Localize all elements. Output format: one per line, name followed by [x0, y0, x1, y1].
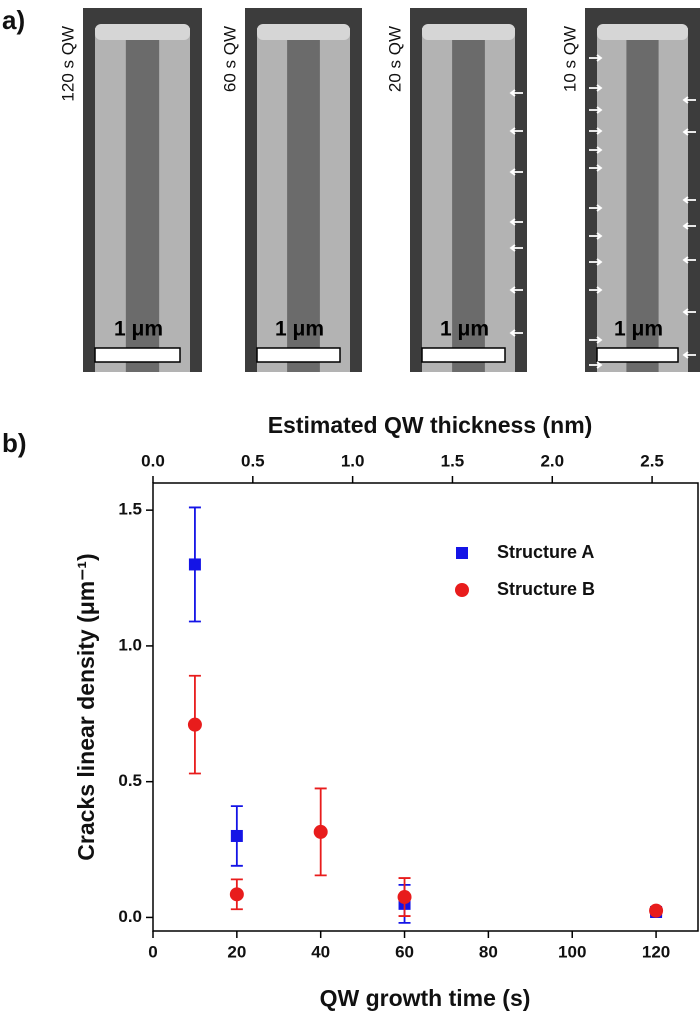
y-tick-label: 0.0	[118, 907, 142, 926]
x-tick-label: 60	[395, 942, 414, 961]
legend-marker	[455, 583, 469, 597]
image-label: 10 s QW	[560, 26, 579, 92]
scale-label: 1 μm	[614, 318, 663, 341]
x-tick-label: 100	[558, 942, 586, 961]
crack-arrow	[682, 351, 696, 359]
plot-frame	[152, 482, 699, 932]
crack-arrow	[509, 89, 523, 97]
scale-label: 1 μm	[275, 318, 324, 341]
point	[397, 890, 412, 905]
scale-label: 1 μm	[440, 318, 489, 341]
crack-arrow	[589, 361, 603, 369]
nanowire-core	[626, 34, 659, 372]
crack-arrow	[682, 222, 696, 230]
scale-bar	[256, 347, 341, 363]
x2-tick-label: 1.5	[441, 451, 465, 470]
x-tick-label: 80	[479, 942, 498, 961]
point	[187, 717, 202, 732]
crack-arrow	[589, 84, 603, 92]
crack-arrow	[682, 196, 696, 204]
x2-tick-label: 2.0	[540, 451, 564, 470]
x2-tick-label: 2.5	[640, 451, 664, 470]
x2-axis-title: Estimated QW thickness (nm)	[268, 412, 593, 438]
x-axis-title: QW growth time (s)	[320, 985, 531, 1011]
image-label: 120 s QW	[58, 26, 77, 102]
nanowire-core	[287, 34, 320, 372]
crack-arrow	[509, 218, 523, 226]
scale-bar	[94, 347, 181, 363]
nanowire-tip	[597, 24, 688, 40]
nanowire-tip	[422, 24, 515, 40]
legend-label: Structure B	[497, 579, 595, 599]
crack-arrow	[682, 128, 696, 136]
nanowire-core	[452, 34, 485, 372]
crack-arrow	[589, 258, 603, 266]
nanowire-tip	[257, 24, 350, 40]
crack-arrow	[509, 127, 523, 135]
scale-bar	[421, 347, 506, 363]
crack-arrow	[589, 164, 603, 172]
point	[313, 824, 328, 839]
x2-tick-label: 1.0	[341, 451, 365, 470]
y-axis-title: Cracks linear density (μm⁻¹)	[73, 553, 99, 860]
panel-label: b)	[2, 428, 27, 458]
legend-marker	[456, 547, 468, 559]
x2-tick-label: 0.5	[241, 451, 265, 470]
crack-arrow	[509, 168, 523, 176]
legend-label: Structure A	[497, 542, 594, 562]
crack-arrow	[589, 146, 603, 154]
y-tick-label: 0.5	[118, 771, 142, 790]
x-tick-label: 40	[311, 942, 330, 961]
point	[229, 887, 244, 902]
point	[230, 829, 243, 842]
crack-arrow	[509, 286, 523, 294]
crack-arrow	[509, 244, 523, 252]
crack-arrow	[589, 232, 603, 240]
crack-arrow	[589, 204, 603, 212]
y-tick-label: 1.5	[118, 500, 142, 519]
image-label: 20 s QW	[385, 26, 404, 92]
nanowire-core	[125, 34, 160, 372]
scale-label: 1 μm	[114, 318, 163, 341]
crack-arrow	[682, 96, 696, 104]
panel-label: a)	[2, 5, 25, 35]
crack-arrow	[509, 329, 523, 337]
x-tick-label: 20	[227, 942, 246, 961]
x-tick-label: 120	[642, 942, 670, 961]
crack-arrow	[682, 256, 696, 264]
crack-arrow	[682, 308, 696, 316]
scale-bar	[596, 347, 679, 363]
x2-tick-label: 0.0	[141, 451, 165, 470]
y-tick-label: 1.0	[118, 635, 142, 654]
crack-arrow	[589, 336, 603, 344]
nanowire-tip	[95, 24, 190, 40]
point	[649, 903, 664, 918]
crack-arrow	[589, 127, 603, 135]
crack-arrow	[589, 106, 603, 114]
crack-arrow	[589, 286, 603, 294]
x-tick-label: 0	[148, 942, 157, 961]
point	[188, 558, 201, 571]
image-label: 60 s QW	[220, 26, 239, 92]
crack-arrow	[589, 54, 603, 62]
